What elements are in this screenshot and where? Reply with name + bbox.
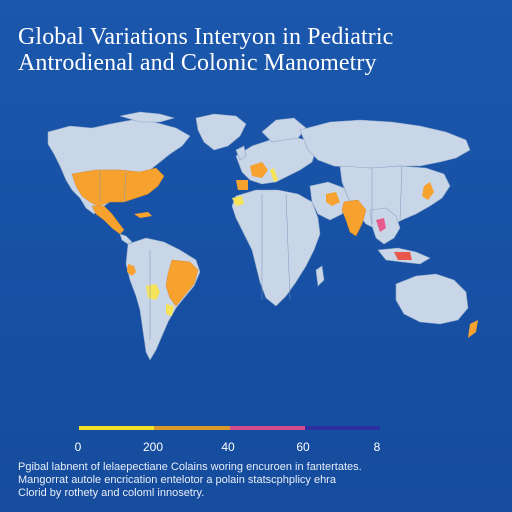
figure-caption: Pgibal labnent of lelaepectiane Colains … [18, 461, 498, 500]
caption-line-3: Clorid by rothety and coloml innosetry. [18, 487, 205, 499]
legend-tick-4: 60 [296, 440, 310, 454]
japan [422, 182, 434, 200]
legend-tick-1: 0 [74, 440, 82, 454]
brazil-west [166, 304, 174, 316]
russia [299, 119, 471, 169]
title-line-2: Antrodienal and Colonic Manometry [18, 50, 377, 76]
western-europe [250, 162, 268, 178]
legend-tick-5: 8 [373, 440, 381, 454]
color-legend: 0 200 40 60 8 [0, 418, 512, 458]
india [341, 199, 367, 237]
legend-segment-3 [229, 426, 305, 430]
paraguay [146, 284, 160, 300]
caption-line-2: Mangorrat autole encrication entelotor a… [18, 474, 336, 486]
africa [231, 189, 321, 307]
indonesia [394, 252, 412, 260]
legend-segment-1 [79, 426, 155, 430]
iberia [236, 180, 248, 190]
legend-color-bar [79, 426, 380, 430]
italy [270, 168, 278, 182]
central-america [91, 205, 125, 235]
legend-tick-2: 200 [142, 440, 164, 454]
brazil [165, 259, 199, 307]
uk [235, 145, 247, 161]
madagascar [315, 265, 325, 287]
cuba [134, 212, 152, 218]
australia [395, 273, 469, 325]
country-borders [99, 165, 403, 340]
legend-tick-3: 40 [221, 440, 235, 454]
title-line-1: Global Variations Interyon in Pediatric [18, 24, 394, 50]
page-title: Global Variations Interyon in Pediatric … [18, 24, 498, 76]
thailand [376, 218, 386, 232]
chile [127, 264, 136, 276]
north-africa-west [232, 196, 244, 206]
canada-islands [119, 111, 176, 123]
new-zealand [468, 320, 478, 338]
south-america [125, 237, 201, 361]
legend-segment-2 [154, 426, 230, 430]
greenland [195, 113, 247, 151]
central-america-south [119, 233, 133, 245]
legend-segment-4 [304, 426, 380, 430]
caption-line-1: Pgibal labnent of lelaepectiane Colains … [18, 461, 362, 473]
world-map [47, 111, 478, 361]
middle-east [326, 192, 340, 206]
usa [71, 167, 165, 207]
